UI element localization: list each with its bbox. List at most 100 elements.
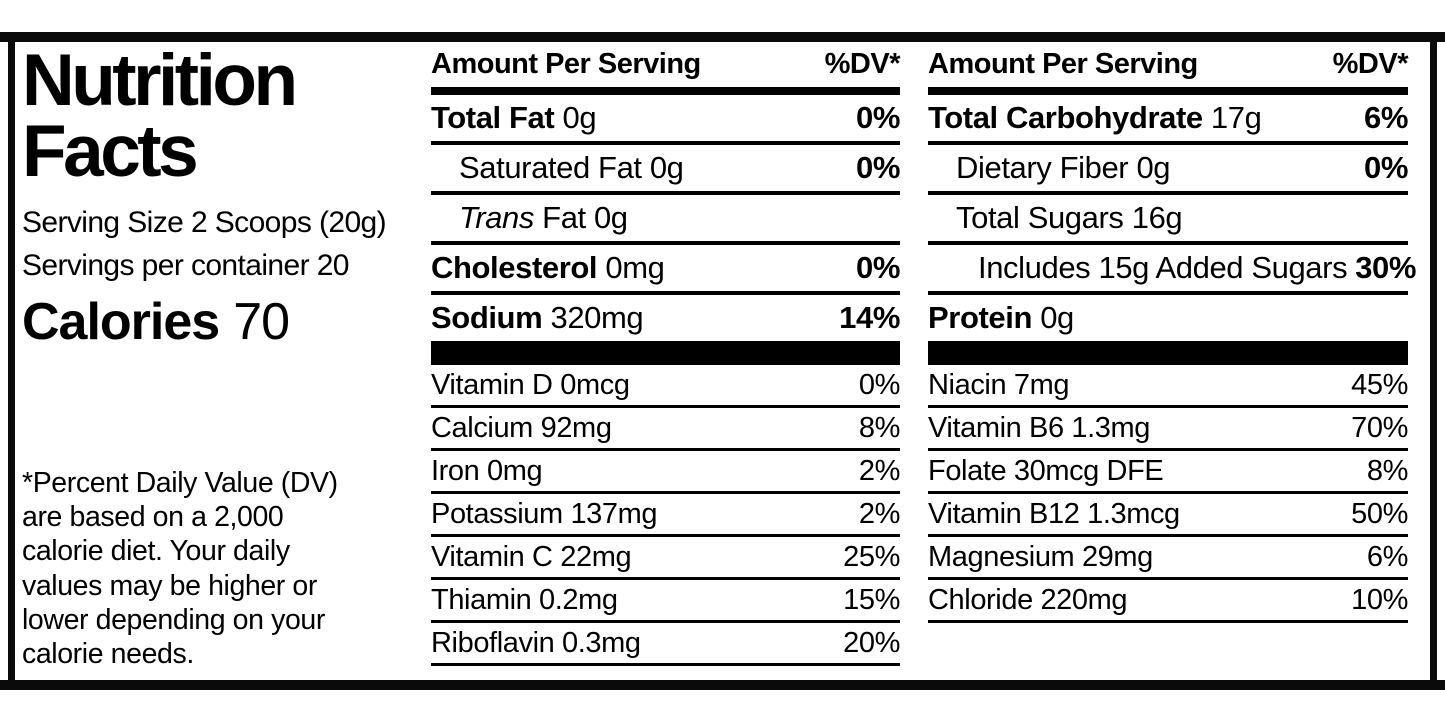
nutrient-label: Magnesium 29mg	[928, 540, 1153, 573]
servings-per-container-text: Servings per container 20	[22, 248, 349, 282]
dv-header: %DV*	[1332, 48, 1409, 80]
nutrient-label: Total Carbohydrate 17g	[928, 100, 1262, 135]
nutrient-dv: 10%	[1351, 583, 1408, 616]
label-title-line2: Facts	[22, 110, 199, 192]
label-border-right	[1430, 32, 1437, 690]
nutrient-label: Thiamin 0.2mg	[431, 583, 618, 616]
nutrient-label: Saturated Fat 0g	[459, 150, 684, 185]
nutrient-row: Trans Fat 0g	[431, 195, 900, 245]
nutrient-dv: 25%	[843, 540, 900, 573]
nutrient-column-left: Amount Per Serving %DV* Total Fat 0g 0% Sa…	[431, 42, 901, 666]
nutrient-dv: 6%	[1363, 100, 1408, 135]
nutrient-label: Total Sugars 16g	[956, 200, 1183, 235]
nutrient-label: Protein 0g	[928, 300, 1074, 335]
nutrient-label: Cholesterol 0mg	[431, 250, 665, 285]
nutrient-dv: 45%	[1351, 368, 1408, 401]
nutrient-table: Total Fat 0g 0% Saturated Fat 0g 0% Trans Fa…	[431, 95, 900, 666]
calories-row: Calories 70	[22, 292, 290, 352]
nutrient-row: Includes 15g Added Sugars 30%	[928, 245, 1416, 295]
nutrient-table: Total Carbohydrate 17g 6% Dietary Fiber 0g…	[928, 95, 1416, 623]
label-border-left	[8, 32, 15, 690]
nutrient-dv: 2%	[858, 454, 901, 487]
footnote-line: values may be higher or	[22, 569, 317, 602]
nutrient-dv: 20%	[843, 626, 900, 659]
nutrient-label: Niacin 7mg	[928, 368, 1070, 401]
nutrient-row: Sodium 320mg 14%	[431, 295, 900, 341]
nutrient-row: Potassium 137mg 2%	[431, 494, 900, 537]
nutrient-dv: 15%	[843, 583, 900, 616]
nutrient-label: Iron 0mg	[431, 454, 543, 487]
nutrient-row: Cholesterol 0mg 0%	[431, 245, 900, 295]
label-border-bottom	[0, 680, 1445, 690]
nutrient-row: Total Fat 0g 0%	[431, 95, 900, 145]
nutrient-row: Protein 0g	[928, 295, 1408, 341]
nutrient-label: Sodium 320mg	[431, 300, 644, 335]
nutrient-dv: 50%	[1351, 497, 1408, 530]
nutrient-row: Thiamin 0.2mg 15%	[431, 580, 900, 623]
nutrient-row: Saturated Fat 0g 0%	[431, 145, 900, 195]
footnote-line: *Percent Daily Value (DV)	[22, 467, 338, 499]
amount-per-serving-header: Amount Per Serving	[928, 48, 1198, 80]
nutrient-dv: 0%	[858, 368, 901, 401]
column-header: Amount Per Serving %DV*	[431, 42, 901, 87]
amount-per-serving-header: Amount Per Serving	[431, 48, 701, 80]
nutrient-dv: 6%	[1366, 540, 1409, 573]
label-title: Nutrition Facts	[22, 40, 298, 192]
nutrient-label: Vitamin D 0mcg	[431, 368, 630, 401]
nutrient-label: Total Fat 0g	[431, 100, 597, 135]
nutrient-row: Vitamin B12 1.3mcg 50%	[928, 494, 1408, 537]
nutrient-row: Total Sugars 16g	[928, 195, 1408, 245]
footnote-line: calorie needs.	[22, 637, 194, 670]
nutrient-dv: 2%	[858, 497, 901, 530]
nutrient-label: Dietary Fiber 0g	[956, 150, 1171, 185]
serving-size-text: Serving Size 2 Scoops (20g)	[22, 206, 387, 239]
nutrient-dv: 70%	[1351, 411, 1408, 444]
nutrient-row: Riboflavin 0.3mg 20%	[431, 623, 900, 666]
nutrient-column-right: Amount Per Serving %DV* Total Carbohydra…	[928, 42, 1416, 623]
nutrient-dv: 0%	[855, 150, 900, 185]
calories-label: Calories	[22, 293, 220, 351]
nutrient-dv: 0%	[855, 250, 900, 285]
nutrient-label: Vitamin C 22mg	[431, 540, 632, 573]
label-title-line1: Nutrition	[22, 40, 298, 121]
nutrient-label: Calcium 92mg	[431, 411, 612, 444]
nutrient-row: Magnesium 29mg 6%	[928, 537, 1408, 580]
footnote-line: lower depending on your	[22, 603, 325, 636]
nutrient-row: Vitamin D 0mcg 0%	[431, 365, 900, 408]
column-header: Amount Per Serving %DV*	[928, 42, 1409, 87]
nutrient-row: Iron 0mg 2%	[431, 451, 900, 494]
nutrient-label: Folate 30mcg DFE	[928, 454, 1164, 487]
summary-column: Nutrition Facts Serving Size 2 Scoops (2…	[22, 42, 424, 680]
label-border-top	[0, 32, 1445, 42]
serving-info: Serving Size 2 Scoops (20g) Servings per…	[22, 202, 387, 288]
nutrient-row: Niacin 7mg 45%	[928, 365, 1408, 408]
nutrient-row: Chloride 220mg 10%	[928, 580, 1408, 623]
nutrient-dv: 8%	[858, 411, 901, 444]
dv-header: %DV*	[824, 48, 901, 80]
nutrient-label: Chloride 220mg	[928, 583, 1128, 616]
nutrient-dv: 30%	[1355, 250, 1417, 285]
footnote-line: are based on a 2,000	[22, 501, 284, 534]
nutrient-dv: 8%	[1366, 454, 1409, 487]
nutrient-row: Total Carbohydrate 17g 6%	[928, 95, 1408, 145]
nutrient-label: Includes 15g Added Sugars	[978, 250, 1348, 285]
nutrient-dv: 0%	[855, 100, 900, 135]
nutrient-row: Dietary Fiber 0g 0%	[928, 145, 1408, 195]
nutrient-label: Vitamin B6 1.3mg	[928, 411, 1150, 444]
header-rule-bar	[431, 87, 900, 95]
section-divider-bar	[928, 341, 1408, 365]
nutrient-label: Potassium 137mg	[431, 497, 658, 530]
nutrient-row: Calcium 92mg 8%	[431, 408, 900, 451]
nutrient-dv: 0%	[1363, 150, 1408, 185]
nutrient-label: Vitamin B12 1.3mcg	[928, 497, 1180, 530]
nutrient-row: Vitamin C 22mg 25%	[431, 537, 900, 580]
daily-value-footnote: *Percent Daily Value (DV) are based on a …	[22, 466, 338, 671]
footnote-line: calorie diet. Your daily	[22, 535, 290, 568]
nutrient-row: Vitamin B6 1.3mg 70%	[928, 408, 1408, 451]
calories-value: 70	[233, 293, 290, 351]
nutrient-row: Folate 30mcg DFE 8%	[928, 451, 1408, 494]
header-rule-bar	[928, 87, 1408, 95]
section-divider-bar	[431, 341, 900, 365]
nutrient-label: Riboflavin 0.3mg	[431, 626, 641, 659]
